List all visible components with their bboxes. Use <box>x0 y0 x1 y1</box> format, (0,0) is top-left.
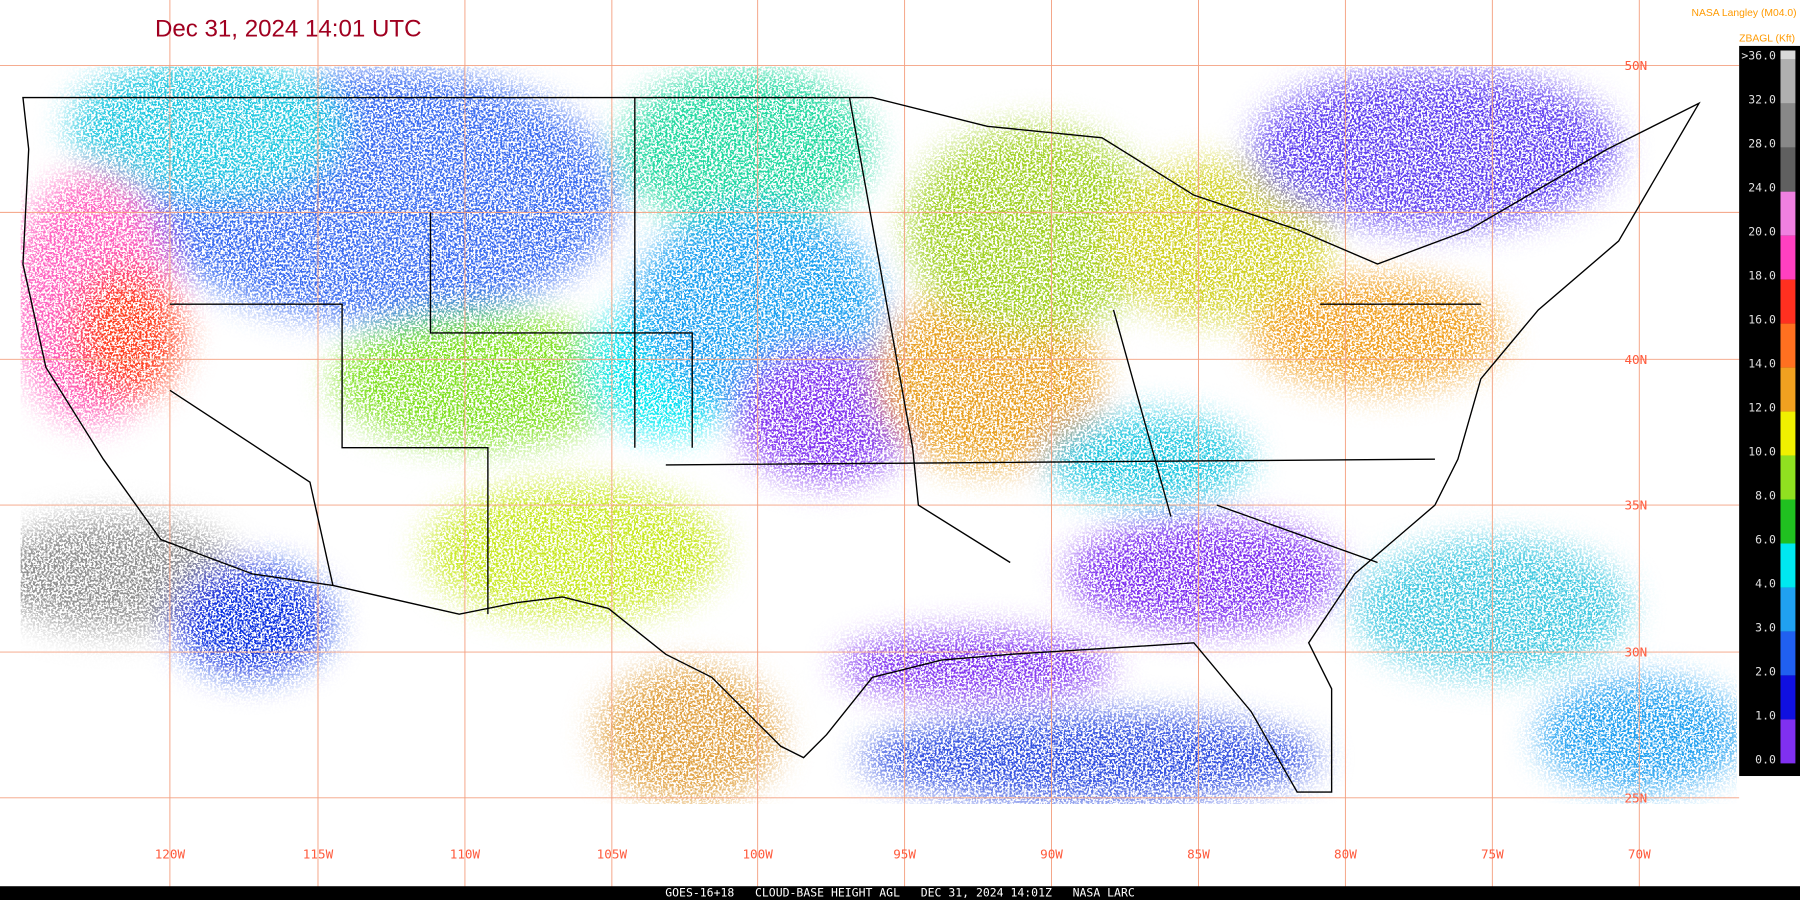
lon-label: 105W <box>597 847 628 862</box>
lat-label: 25N <box>1624 790 1647 805</box>
colorbar-label: 16.0 <box>1748 313 1776 327</box>
colorbar-label: 2.0 <box>1755 664 1776 678</box>
colorbar-label: 8.0 <box>1755 489 1776 503</box>
color-swatch <box>1780 59 1796 104</box>
color-swatch <box>1780 103 1796 148</box>
colorbar-label: 28.0 <box>1748 137 1776 151</box>
color-swatch <box>1780 543 1796 588</box>
footer-bar <box>0 886 1800 900</box>
credit: NASA Langley (M04.0) <box>1691 8 1796 19</box>
boundaries <box>22 96 1701 793</box>
colorbar: ZBAGL (Kft) >36.0 32.0 28.0 24.0 20.0 18.0 16.… <box>1739 33 1800 777</box>
colorbar-label: >36.0 <box>1741 49 1776 63</box>
color-swatch <box>1780 147 1796 192</box>
color-swatch <box>1780 499 1796 544</box>
longitude-labels: 120W 115W 110W 105W 100W 95W 90W 85W 80W 75W 70W <box>155 847 1651 862</box>
color-swatch <box>1780 631 1796 676</box>
colorbar-label: 24.0 <box>1748 181 1776 195</box>
colorbar-label: 12.0 <box>1748 401 1776 415</box>
lon-label: 80W <box>1334 847 1357 862</box>
lon-label: 90W <box>1040 847 1063 862</box>
color-swatch <box>1780 719 1796 764</box>
colorbar-label: 3.0 <box>1755 620 1776 634</box>
colorbar-label: 4.0 <box>1755 576 1776 590</box>
colorbar-unit: ZBAGL (Kft) <box>1739 33 1795 44</box>
colorbar-label: 14.0 <box>1748 357 1776 371</box>
colorbar-labels: >36.0 32.0 28.0 24.0 20.0 18.0 16.0 14.0 12.0 10.… <box>1741 49 1776 767</box>
colorbar-label: 32.0 <box>1748 93 1776 107</box>
cloud-imagery <box>20 66 1737 804</box>
lon-label: 115W <box>303 847 334 862</box>
colorbar-label: 0.0 <box>1755 752 1776 766</box>
color-swatch <box>1780 191 1796 236</box>
colorbar-label: 10.0 <box>1748 445 1776 459</box>
lon-label: 85W <box>1187 847 1210 862</box>
color-swatch <box>1780 235 1796 280</box>
color-swatch <box>1780 323 1796 368</box>
color-swatch <box>1780 675 1796 720</box>
lon-label: 110W <box>450 847 481 862</box>
lat-label: 35N <box>1624 498 1647 513</box>
colorbar-label: 20.0 <box>1748 225 1776 239</box>
colorbar-label: 6.0 <box>1755 532 1776 546</box>
lon-label: 70W <box>1628 847 1651 862</box>
color-swatch <box>1780 411 1796 456</box>
color-swatch <box>1780 279 1796 324</box>
lon-label: 75W <box>1481 847 1504 862</box>
footer-caption: GOES-16+18 CLOUD-BASE HEIGHT AGL DEC 31,… <box>665 886 1135 900</box>
lon-label: 95W <box>893 847 916 862</box>
lat-label: 50N <box>1624 58 1647 73</box>
color-swatch <box>1780 367 1796 412</box>
latitude-labels: 50N 40N 35N 30N 25N <box>1624 58 1647 805</box>
lon-label: 120W <box>155 847 186 862</box>
lon-label: 100W <box>742 847 773 862</box>
lat-label: 40N <box>1624 352 1647 367</box>
lat-label: 30N <box>1624 645 1647 660</box>
map-title: Dec 31, 2024 14:01 UTC <box>155 16 422 43</box>
colorbar-swatches <box>1780 50 1796 764</box>
color-swatch <box>1780 587 1796 632</box>
colorbar-label: 18.0 <box>1748 269 1776 283</box>
colorbar-label: 1.0 <box>1755 708 1776 722</box>
color-swatch <box>1780 50 1796 60</box>
color-swatch <box>1780 455 1796 500</box>
